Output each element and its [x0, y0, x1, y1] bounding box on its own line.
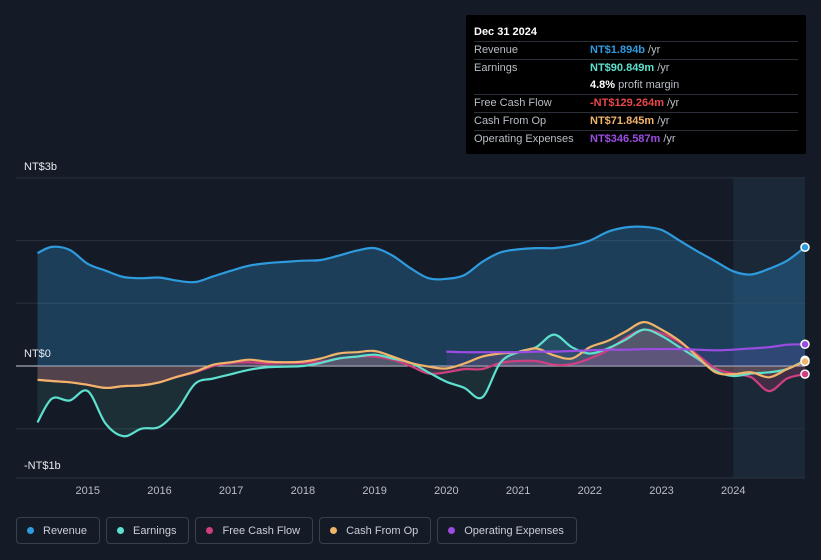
legend-item-earnings[interactable]: Earnings [106, 517, 190, 544]
legend-item-free-cash-flow[interactable]: Free Cash Flow [195, 517, 314, 544]
legend-item-cash-from-op[interactable]: Cash From Op [319, 517, 432, 544]
tooltip-row-earnings: Earnings NT$90.849m /yr [474, 59, 798, 77]
x-tick-label: 2021 [505, 485, 531, 497]
tooltip-row-cfo: Cash From Op NT$71.845m /yr [474, 112, 798, 130]
endpoint-revenue [800, 242, 810, 252]
tooltip-value: 4.8% [590, 79, 616, 91]
tooltip-row-revenue: Revenue NT$1.894b /yr [474, 41, 798, 59]
area-earnings [37, 329, 805, 437]
line-earnings [36, 328, 806, 438]
x-tick-label: 2016 [147, 485, 172, 497]
tooltip-value: NT$71.845m [590, 115, 655, 127]
legend-label: Cash From Op [346, 524, 419, 537]
x-tick-label: 2019 [362, 485, 387, 497]
tooltip-unit: /yr [663, 133, 676, 145]
endpoint-operating-expenses [800, 339, 810, 350]
tooltip-row-margin: 4.8% profit margin [474, 77, 798, 94]
tooltip-label: Earnings [474, 62, 518, 74]
data-tooltip: Dec 31 2024 Revenue NT$1.894b /yr Earnin… [466, 15, 806, 154]
y-label-zero: NT$0 [24, 348, 51, 360]
tooltip-label: Free Cash Flow [474, 97, 552, 109]
line-revenue [37, 225, 806, 284]
tooltip-row-opex: Operating Expenses NT$346.587m /yr [474, 130, 798, 148]
x-tick-label: 2022 [577, 485, 603, 497]
legend-label: Operating Expenses [464, 524, 564, 537]
tooltip-unit: profit margin [618, 79, 680, 91]
endpoint-cash-from-op [800, 356, 810, 367]
tooltip-label: Revenue [474, 44, 519, 56]
tooltip-unit: /yr [667, 97, 680, 109]
tooltip-label: Operating Expenses [474, 133, 574, 145]
chart-legend: Revenue Earnings Free Cash Flow Cash Fro… [16, 517, 577, 544]
tooltip-unit: /yr [657, 62, 670, 74]
area-revenue [37, 226, 805, 366]
y-label-bottom: -NT$1b [24, 460, 61, 472]
area-free-cash-flow [37, 329, 805, 392]
tooltip-label [474, 77, 590, 94]
legend-dot-icon [117, 527, 125, 534]
tooltip-value: -NT$129.264m [590, 97, 664, 109]
y-label-top: NT$3b [24, 161, 58, 173]
x-tick-label: 2024 [721, 485, 746, 497]
tooltip-row-fcf: Free Cash Flow -NT$129.264m /yr [474, 94, 798, 112]
x-tick-label: 2017 [218, 485, 244, 497]
line-cash-from-op [37, 321, 806, 390]
legend-label: Free Cash Flow [222, 524, 301, 537]
legend-dot-icon [27, 527, 34, 534]
legend-label: Revenue [43, 524, 88, 537]
tooltip-label: Cash From Op [474, 115, 547, 127]
legend-label: Earnings [133, 524, 177, 537]
tooltip-value: NT$90.849m [590, 62, 655, 74]
legend-dot-icon [330, 527, 338, 534]
x-tick-label: 2018 [290, 485, 316, 497]
forecast-band [733, 178, 805, 478]
x-tick-label: 2023 [649, 485, 674, 497]
tooltip-value: NT$1.894b [590, 44, 646, 56]
x-tick-label: 2020 [434, 485, 459, 497]
tooltip-unit: /yr [648, 44, 661, 56]
line-operating-expenses [446, 343, 806, 354]
x-tick-label: 2015 [75, 485, 100, 497]
endpoint-free-cash-flow [800, 369, 810, 379]
legend-item-operating-expenses[interactable]: Operating Expenses [437, 517, 577, 544]
legend-item-revenue[interactable]: Revenue [16, 517, 101, 544]
tooltip-date: Dec 31 2024 [474, 26, 537, 38]
tooltip-unit: /yr [657, 115, 670, 127]
tooltip-value: NT$346.587m [590, 133, 661, 145]
legend-dot-icon [206, 527, 214, 534]
legend-dot-icon [448, 527, 456, 534]
